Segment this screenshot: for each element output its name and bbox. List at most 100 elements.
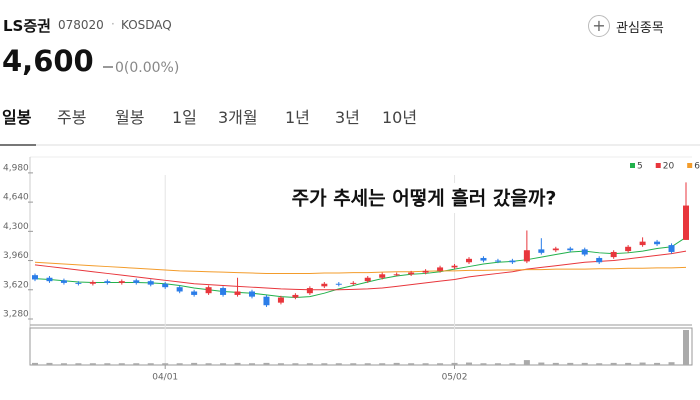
title-box [234,183,614,213]
period-tab[interactable]: 월봉 [115,108,145,127]
candle-body [220,288,227,295]
watch-button[interactable]: 관심종목 [616,21,664,36]
volume-bar [466,362,472,365]
volume-bar [46,362,53,365]
candle-body [422,270,429,273]
legend-swatch [630,163,635,168]
candle-body [596,257,603,263]
candle-body [523,250,530,262]
moving-average-line [34,236,687,299]
volume-bar [408,363,415,365]
watch-icon[interactable]: + [588,15,610,37]
volume-bar [162,363,169,365]
flat-icon [103,66,113,68]
candle-body [480,257,487,261]
volume-bar [89,363,96,365]
volume-bar [596,363,603,365]
candle-body [610,251,617,258]
volume-bar [683,330,689,365]
volume-bar [234,362,241,365]
candle-body [451,265,458,268]
candle-body [191,291,198,295]
candle-body [321,283,328,287]
volume-bar [147,363,154,365]
candle-body [263,296,270,306]
volume-bar [422,363,429,365]
candle-body [133,280,140,283]
volume-bar [393,362,400,365]
candle-body [581,249,588,255]
chart-title: 주가 추세는 어떻게 흘러 갔을까? [292,187,557,210]
candle-body [205,287,212,294]
volume-bar [654,362,661,365]
y-tick-label: 4,640 [3,193,29,203]
candle-body [118,281,125,283]
y-tick-label: 3,280 [3,309,29,319]
period-tab[interactable]: 주봉 [57,108,87,127]
volume-bar [133,363,140,365]
change: 0(0.00%) [115,60,180,76]
period-tab[interactable]: 3개월 [218,108,258,127]
volume-bar [350,363,357,365]
volume-bar [364,363,371,365]
volume-bar [451,362,458,365]
x-tick-label: 04/01 [152,373,178,383]
candle-body [408,272,415,275]
volume-bar [437,363,444,365]
volume-bar [581,362,588,365]
volume-bar [60,363,67,365]
candle-body [335,283,342,285]
y-tick-label: 3,960 [3,251,29,261]
volume-bar [552,362,559,365]
volume-bar [32,362,38,365]
candle-body [89,282,96,284]
volume-bar [523,360,530,365]
volume-bar [176,363,183,365]
volume-bar [118,363,125,365]
volume-bar [292,363,299,365]
x-tick-label: 05/02 [442,373,468,383]
price: 4,600 [2,44,94,78]
legend-label: 60 [694,162,700,172]
volume-bar [263,362,270,365]
period-tab[interactable]: 일봉 [2,108,32,127]
candle-body [32,275,38,280]
separator: · [111,17,115,31]
candle-body [639,241,646,246]
candle-body [668,245,675,252]
volume-bar [509,363,516,365]
volume-bar [494,363,501,365]
candle-body [494,260,501,262]
market: KOSDAQ [121,18,172,32]
legend-label: 20 [663,162,675,172]
volume-bar [567,362,574,365]
candle-body [104,281,111,283]
candle-body [46,277,53,282]
volume-bar [321,363,328,365]
candle-body [75,282,82,284]
candle-body [234,291,241,295]
period-tab[interactable]: 3년 [335,108,360,127]
candle-body [552,248,559,251]
candle-body [162,283,169,288]
candle-body [249,291,255,297]
candle-body [509,260,516,263]
volume-bar [249,363,255,365]
volume-bar [104,363,111,365]
period-tab[interactable]: 1일 [172,108,197,127]
candle-body [379,274,386,278]
period-tab[interactable]: 10년 [382,108,418,127]
candle-body [393,274,400,276]
period-tab[interactable]: 1년 [285,108,310,127]
volume-bar [379,363,386,365]
legend-label: 5 [637,162,643,172]
moving-average-line [34,250,687,291]
candle-body [350,282,357,284]
candle-body [147,281,154,285]
candle-body [625,246,632,252]
stock-code: 078020 [58,18,104,32]
volume-bar [306,363,313,365]
candle-body [306,288,313,294]
